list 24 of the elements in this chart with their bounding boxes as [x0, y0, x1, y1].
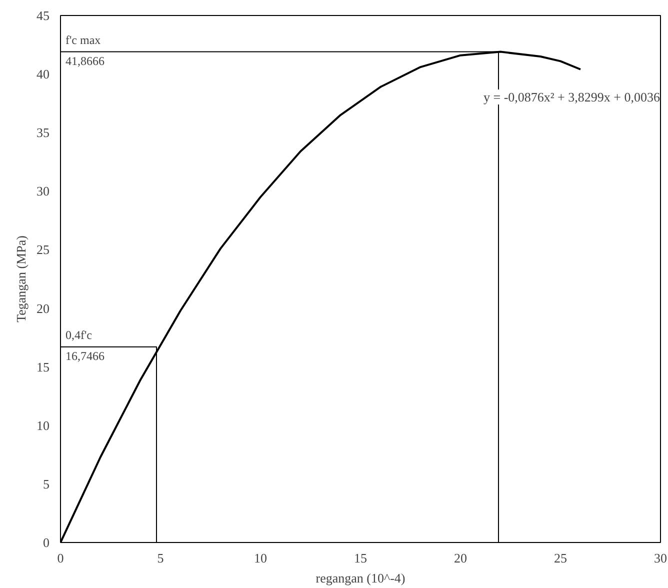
annotation: 0,4f'c — [66, 328, 92, 342]
x-tick-label: 0 — [57, 550, 64, 566]
y-tick-label: 20 — [36, 300, 50, 316]
y-tick-label: 25 — [36, 242, 50, 258]
x-tick-label: 10 — [254, 550, 267, 566]
annotation: y = -0,0876x² + 3,8299x + 0,0036 — [484, 90, 660, 104]
y-tick-label: 45 — [36, 8, 50, 23]
y-tick-label: 5 — [43, 476, 50, 492]
x-tick-label: 30 — [654, 550, 667, 566]
x-tick-label: 15 — [354, 550, 367, 566]
x-tick-label: 25 — [554, 550, 567, 566]
annotation: 41,8666 — [66, 54, 104, 68]
x-axis-title: regangan (10^-4) — [316, 570, 406, 586]
y-tick-label: 0 — [43, 535, 50, 550]
annotation: 16,7466 — [66, 348, 104, 363]
y-tick-label: 35 — [36, 125, 50, 140]
y-tick-label: 40 — [36, 66, 50, 82]
y-tick-label: 10 — [36, 418, 50, 433]
annotation: f'c max — [66, 32, 101, 47]
y-tick-label: 30 — [36, 184, 50, 199]
x-tick-label: 20 — [454, 550, 467, 566]
y-tick-label: 15 — [36, 359, 50, 374]
y-axis-title: Tegangan (MPa) — [14, 236, 28, 322]
x-tick-label: 5 — [157, 550, 164, 566]
